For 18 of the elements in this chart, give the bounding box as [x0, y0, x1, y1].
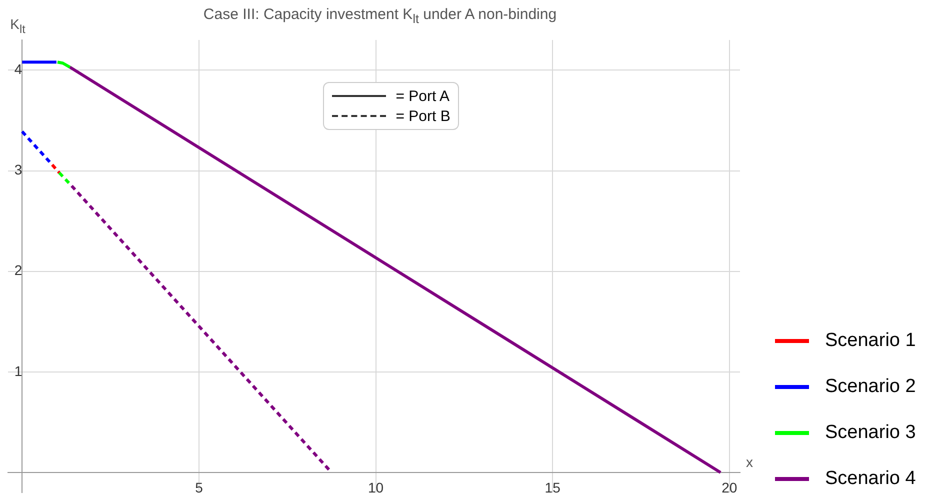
legend-label: Scenario 4 [825, 468, 916, 490]
x-tick-label: 20 [722, 480, 738, 496]
annotation: = Port A [396, 88, 450, 105]
y-tick-label: 2 [14, 262, 22, 278]
stroke-key-box: = Port A = Port B [322, 82, 460, 130]
x-tick-label: 15 [544, 480, 561, 496]
x-tick-label: 5 [195, 480, 204, 496]
legend-label: Scenario 3 [825, 422, 916, 444]
y-tick-label: 4 [14, 61, 22, 78]
legend-label: Scenario 2 [825, 376, 916, 398]
annotation: = Port B [396, 108, 450, 125]
y-tick-label: 1 [14, 362, 22, 379]
y-tick-label: 3 [14, 162, 22, 178]
x-tick-label: 10 [368, 480, 384, 496]
legend-label: Scenario 1 [825, 330, 916, 352]
y-axis-title: K$_{lt}$ [10, 16, 26, 36]
chart-title: Case III: Capacity investment K$_{lt}$ under A non-binding [203, 6, 557, 26]
x-axis-title: x [746, 454, 753, 470]
